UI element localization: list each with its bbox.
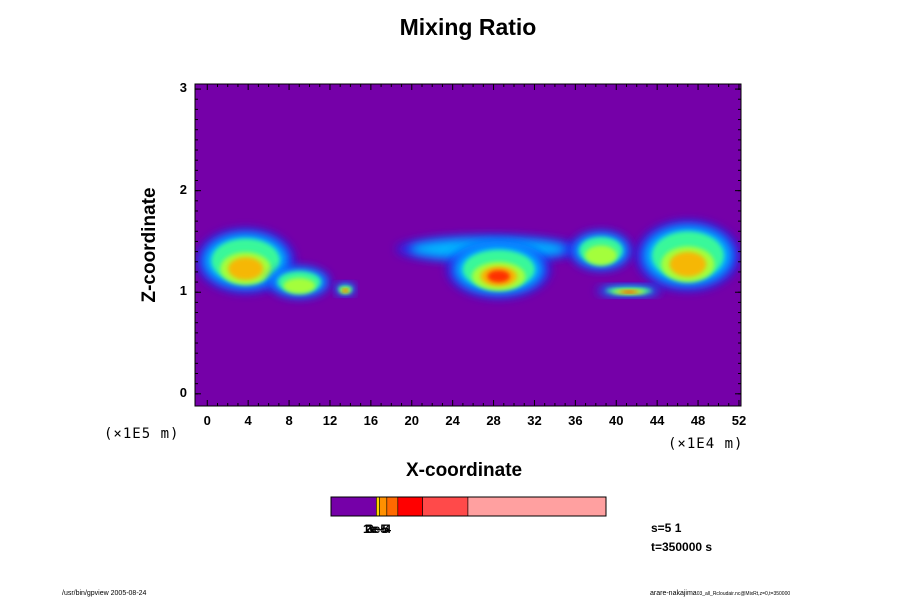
t-value: t=350000 s (651, 540, 713, 554)
plot-frame (194, 83, 742, 407)
s-value: s=5 1 (651, 521, 682, 535)
x-tick-label: 32 (527, 413, 542, 428)
colorbar-swatch (422, 496, 469, 517)
x-tick-label: 44 (649, 413, 665, 428)
y-axis-unit: (×1E5 m) (104, 426, 180, 442)
footer-author: arare-nakajima03_all_Rcloudair.nc@MixRt,… (650, 590, 790, 597)
field-region-0-level-4 (228, 257, 264, 280)
y-tick-label: 1 (179, 283, 187, 299)
field-region-1-level-3 (283, 277, 316, 294)
y-tick-label: 2 (179, 181, 187, 197)
x-tick-label: 24 (445, 413, 460, 428)
x-tick-label: 12 (322, 413, 338, 428)
field-region-6-level-5 (621, 290, 637, 293)
y-axis-label: Z-coordinate (139, 187, 160, 303)
x-tick-label: 20 (404, 413, 419, 428)
colorbar-swatch (376, 496, 380, 517)
mixing-ratio-field (197, 221, 739, 298)
colorbar-label: 3e-4 (367, 522, 392, 536)
colorbar-label: 1e-5 (363, 522, 388, 536)
x-axis-label: X-coordinate (406, 460, 523, 481)
colorbar-swatch (386, 496, 399, 517)
colorbar-swatch (330, 496, 377, 517)
x-tick-label: 40 (609, 413, 624, 428)
x-tick-label: 28 (486, 413, 501, 428)
x-tick-label: 0 (203, 413, 211, 428)
x-tick-label: 8 (285, 413, 293, 428)
colorbar-frame (330, 496, 607, 517)
footer-author-name: arare-nakajima (650, 590, 697, 597)
colorbar-label: 2e-5 (365, 522, 390, 536)
x-tick-label: 16 (363, 413, 379, 428)
x-tick-label: 36 (568, 413, 583, 428)
axis-ticks (195, 84, 741, 406)
field-region-5-level-3 (584, 245, 617, 266)
field-region-2-level-5 (343, 289, 348, 292)
chart-title: Mixing Ratio (399, 14, 537, 40)
colorbar-swatch (379, 496, 388, 517)
x-axis-unit: (×1E4 m) (668, 436, 744, 452)
footer-file-info: 03_all_Rcloudair.nc@MixRt,z=0,t=350000 (696, 591, 791, 597)
field-region-4-level-5 (487, 270, 510, 283)
colorbar-swatch (397, 496, 423, 517)
x-tick-label: 4 (244, 413, 252, 428)
x-tick-label: 52 (731, 413, 747, 428)
colorbar-swatch (467, 496, 607, 517)
y-tick-label: 0 (179, 384, 187, 400)
field-region-7-level-4 (669, 251, 707, 277)
x-tick-label: 48 (690, 413, 706, 428)
footer-command: /usr/bin/gpview 2005-08-24 (62, 590, 147, 597)
y-tick-label: 3 (179, 80, 187, 96)
colorbar (330, 496, 607, 517)
